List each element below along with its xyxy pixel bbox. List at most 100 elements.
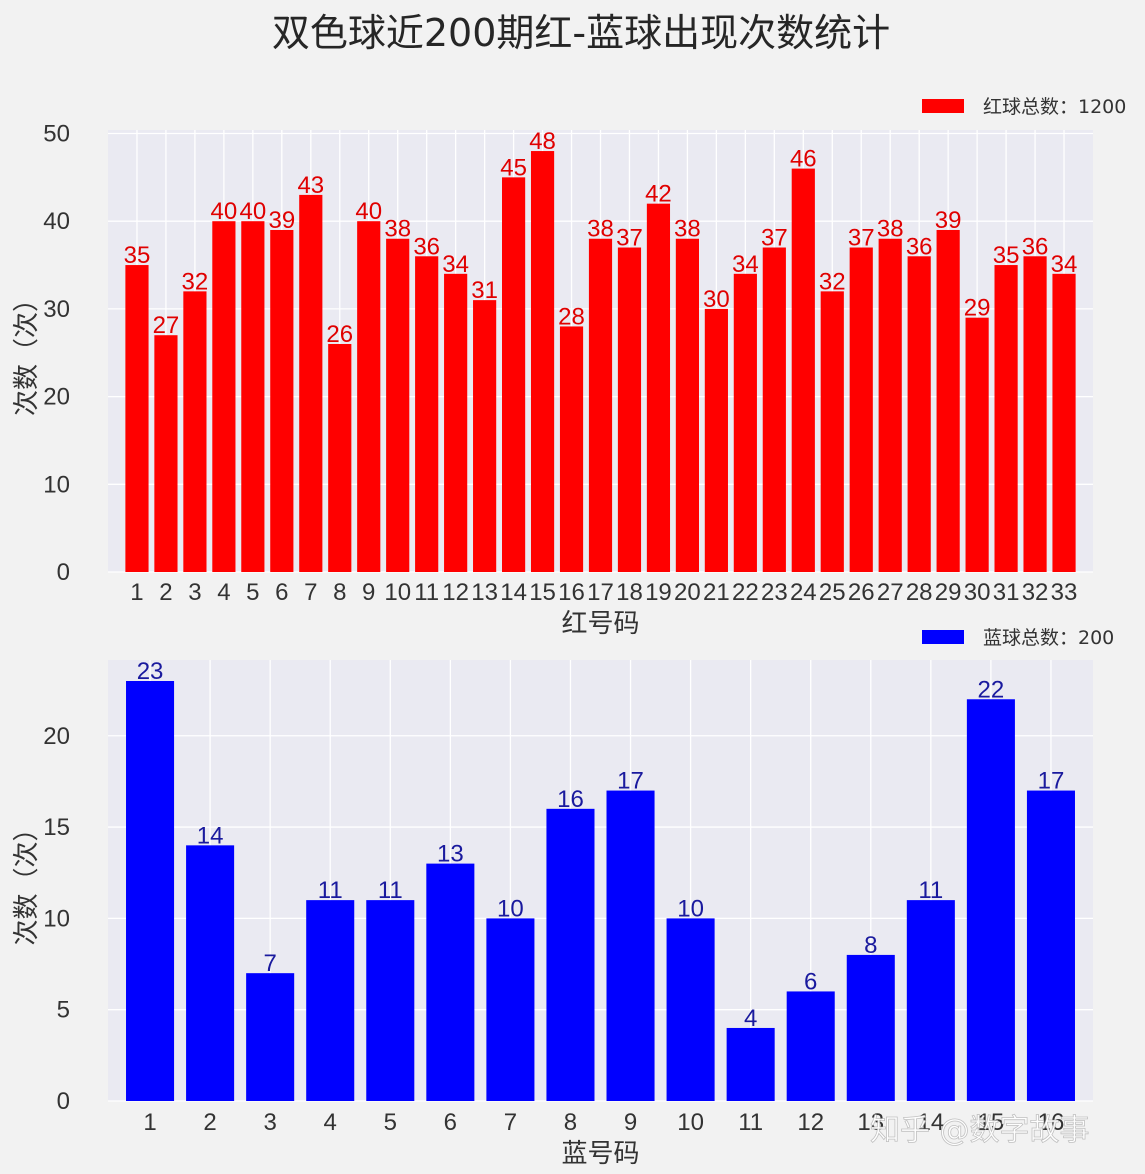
- red-bar-18: [617, 247, 642, 572]
- blue-x-axis-label: 蓝号码: [561, 1139, 639, 1169]
- red-x-tick-label-22: 22: [732, 579, 759, 606]
- blue-x-tick-label-4: 4: [324, 1109, 337, 1136]
- red-bar-26: [849, 247, 873, 572]
- red-y-tick-labels: 0 10 20 30 40 50: [43, 121, 70, 586]
- red-x-tick-label-19: 19: [645, 579, 672, 606]
- red-y-tick-label-20: 20: [43, 384, 70, 411]
- red-value-label-25: 32: [819, 268, 846, 295]
- red-bar-10: [386, 238, 410, 572]
- red-bar-27: [878, 238, 902, 572]
- figure-title: 双色球近200期红-蓝球出现次数统计: [272, 11, 890, 55]
- red-y-tick-label-10: 10: [43, 471, 70, 498]
- blue-legend-label: 蓝球总数：200: [983, 627, 1114, 649]
- blue-x-tick-label-5: 5: [384, 1109, 397, 1136]
- red-value-label-12: 34: [442, 251, 469, 278]
- red-y-axis-label: 次数（次）: [12, 286, 42, 416]
- red-bar-31: [994, 265, 1018, 572]
- blue-y-tick-labels: 0 5 10 15 20: [43, 723, 70, 1115]
- red-legend-swatch: [922, 99, 964, 113]
- red-bar-28: [907, 256, 931, 572]
- blue-x-tick-label-14: 14: [917, 1109, 944, 1136]
- blue-value-label-1: 23: [137, 658, 164, 685]
- red-x-tick-label-12: 12: [442, 579, 469, 606]
- red-x-tick-label-32: 32: [1022, 579, 1049, 606]
- red-value-label-17: 38: [587, 216, 614, 243]
- blue-value-label-5: 11: [378, 877, 403, 904]
- blue-bar-11: [726, 1027, 775, 1101]
- red-value-label-27: 38: [877, 216, 904, 243]
- red-x-tick-label-1: 1: [130, 579, 143, 606]
- blue-value-labels: 23 14 7 11 11 13 10 16 17 10 4 6 8 11 22 17: [137, 658, 1065, 1032]
- red-bar-11: [415, 256, 439, 572]
- red-x-tick-label-18: 18: [616, 579, 643, 606]
- red-bar-13: [473, 300, 497, 572]
- blue-legend-swatch: [922, 630, 964, 644]
- blue-y-tick-label-20: 20: [43, 723, 70, 750]
- red-bar-12: [444, 273, 468, 572]
- red-x-tick-label-33: 33: [1051, 579, 1078, 606]
- red-value-label-9: 40: [355, 198, 382, 225]
- red-bar-33: [1052, 273, 1076, 572]
- red-x-tick-label-10: 10: [384, 579, 411, 606]
- red-value-label-23: 37: [761, 225, 788, 252]
- red-value-label-21: 30: [703, 286, 730, 313]
- red-x-tick-label-4: 4: [217, 579, 230, 606]
- blue-value-label-3: 7: [263, 950, 276, 977]
- red-bar-4: [212, 221, 236, 572]
- red-bar-9: [357, 221, 381, 572]
- red-value-label-3: 32: [182, 268, 209, 295]
- red-x-tick-label-6: 6: [275, 579, 288, 606]
- red-value-label-1: 35: [124, 242, 151, 269]
- red-bar-6: [270, 229, 294, 572]
- red-value-label-31: 35: [993, 242, 1020, 269]
- blue-bar-3: [246, 973, 295, 1101]
- red-value-label-22: 34: [732, 251, 759, 278]
- red-x-tick-label-11: 11: [414, 579, 439, 606]
- blue-x-tick-label-16: 16: [1038, 1109, 1065, 1136]
- red-x-tick-label-14: 14: [500, 579, 527, 606]
- blue-bar-13: [846, 954, 895, 1101]
- red-bar-23: [762, 247, 786, 572]
- blue-bars: [126, 681, 1075, 1101]
- red-bar-32: [1023, 256, 1047, 572]
- red-value-label-8: 26: [326, 321, 353, 348]
- blue-x-tick-label-3: 3: [263, 1109, 276, 1136]
- red-x-tick-label-5: 5: [246, 579, 259, 606]
- red-x-tick-label-17: 17: [587, 579, 614, 606]
- blue-value-label-15: 22: [978, 676, 1005, 703]
- blue-legend: 蓝球总数：200: [922, 627, 1114, 649]
- blue-bar-6: [426, 863, 475, 1101]
- red-value-label-4: 40: [211, 198, 238, 225]
- blue-x-tick-label-9: 9: [624, 1109, 637, 1136]
- blue-bar-7: [486, 918, 535, 1101]
- red-y-tick-label-0: 0: [57, 559, 70, 586]
- blue-bar-15: [966, 699, 1015, 1101]
- red-x-tick-label-23: 23: [761, 579, 788, 606]
- red-bar-5: [241, 221, 265, 572]
- red-value-label-30: 29: [964, 295, 991, 322]
- red-x-tick-label-15: 15: [529, 579, 556, 606]
- red-bar-20: [675, 238, 699, 572]
- red-bar-29: [936, 229, 960, 572]
- blue-bar-4: [306, 900, 355, 1101]
- blue-bar-5: [366, 900, 415, 1101]
- red-bar-25: [820, 291, 844, 572]
- blue-value-label-9: 17: [617, 768, 644, 795]
- red-value-label-32: 36: [1022, 233, 1049, 260]
- blue-value-label-7: 10: [497, 895, 524, 922]
- red-bar-3: [183, 291, 207, 572]
- blue-value-label-12: 6: [804, 968, 817, 995]
- blue-y-tick-label-0: 0: [57, 1088, 70, 1115]
- blue-bar-1: [126, 681, 175, 1101]
- red-bar-15: [530, 151, 555, 573]
- red-value-label-5: 40: [240, 198, 267, 225]
- red-value-label-29: 39: [935, 207, 962, 234]
- blue-x-tick-label-12: 12: [797, 1109, 824, 1136]
- red-value-label-2: 27: [153, 312, 180, 339]
- red-value-label-10: 38: [384, 216, 411, 243]
- red-value-label-28: 36: [906, 233, 933, 260]
